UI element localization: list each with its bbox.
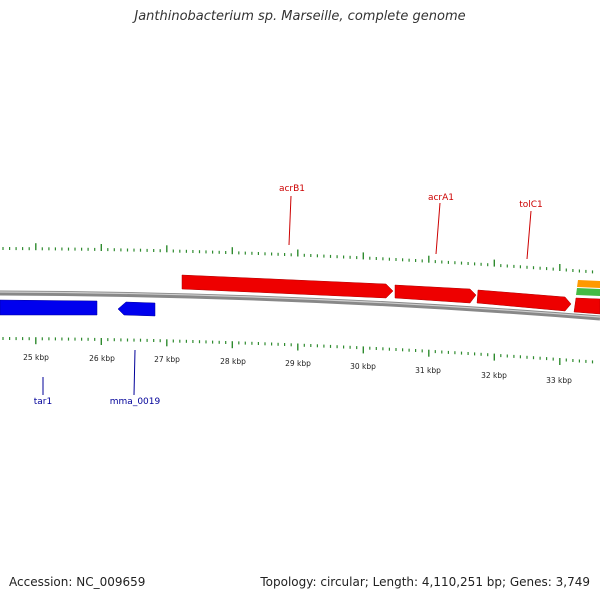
genome-backbone-highlight bbox=[0, 291, 600, 318]
feature-green[interactable] bbox=[576, 288, 600, 296]
gene-tar1[interactable] bbox=[0, 299, 98, 316]
scale-label: 29 kbp bbox=[285, 359, 311, 368]
page-title: Janthinobacterium sp. Marseille, complet… bbox=[134, 9, 466, 24]
accession-text: Accession: NC_009659 bbox=[9, 575, 146, 589]
scale-label: 31 kbp bbox=[415, 366, 441, 375]
scale-label: 25 kbp bbox=[23, 353, 49, 362]
scale-label: 32 kbp bbox=[481, 371, 507, 380]
gene-label-mma_0019[interactable]: mma_0019 bbox=[110, 397, 161, 407]
gene-label-tar1[interactable]: tar1 bbox=[34, 397, 52, 407]
genome-backbone bbox=[0, 290, 600, 321]
genome-summary-text: Topology: circular; Length: 4,110,251 bp… bbox=[260, 575, 590, 589]
scale-label: 33 kbp bbox=[546, 376, 572, 385]
gene-label-acrA1[interactable]: acrA1 bbox=[428, 193, 454, 203]
scale-label: 27 kbp bbox=[154, 355, 180, 364]
inner-tick-track bbox=[2, 337, 594, 365]
scale-label: 30 kbp bbox=[350, 362, 376, 371]
gene-labels: acrB1 acrA1 tolC1 tar1 mma_0019 bbox=[34, 184, 543, 407]
scale-label: 26 kbp bbox=[89, 354, 115, 363]
outer-tick-track bbox=[2, 243, 594, 274]
gene-mma_0019[interactable] bbox=[117, 301, 156, 317]
gene-label-acrB1[interactable]: acrB1 bbox=[279, 184, 305, 194]
gene-acrA1[interactable] bbox=[394, 284, 477, 304]
gene-tolC1[interactable] bbox=[476, 289, 572, 312]
gene-next-forward[interactable] bbox=[573, 297, 600, 315]
gene-label-tolC1[interactable]: tolC1 bbox=[519, 200, 543, 210]
scale-label: 28 kbp bbox=[220, 357, 246, 366]
gene-acrB1[interactable] bbox=[181, 274, 394, 299]
feature-orange[interactable] bbox=[577, 280, 600, 288]
scale-labels: 25 kbp 26 kbp 27 kbp 28 kbp 29 kbp 30 kb… bbox=[23, 353, 572, 385]
